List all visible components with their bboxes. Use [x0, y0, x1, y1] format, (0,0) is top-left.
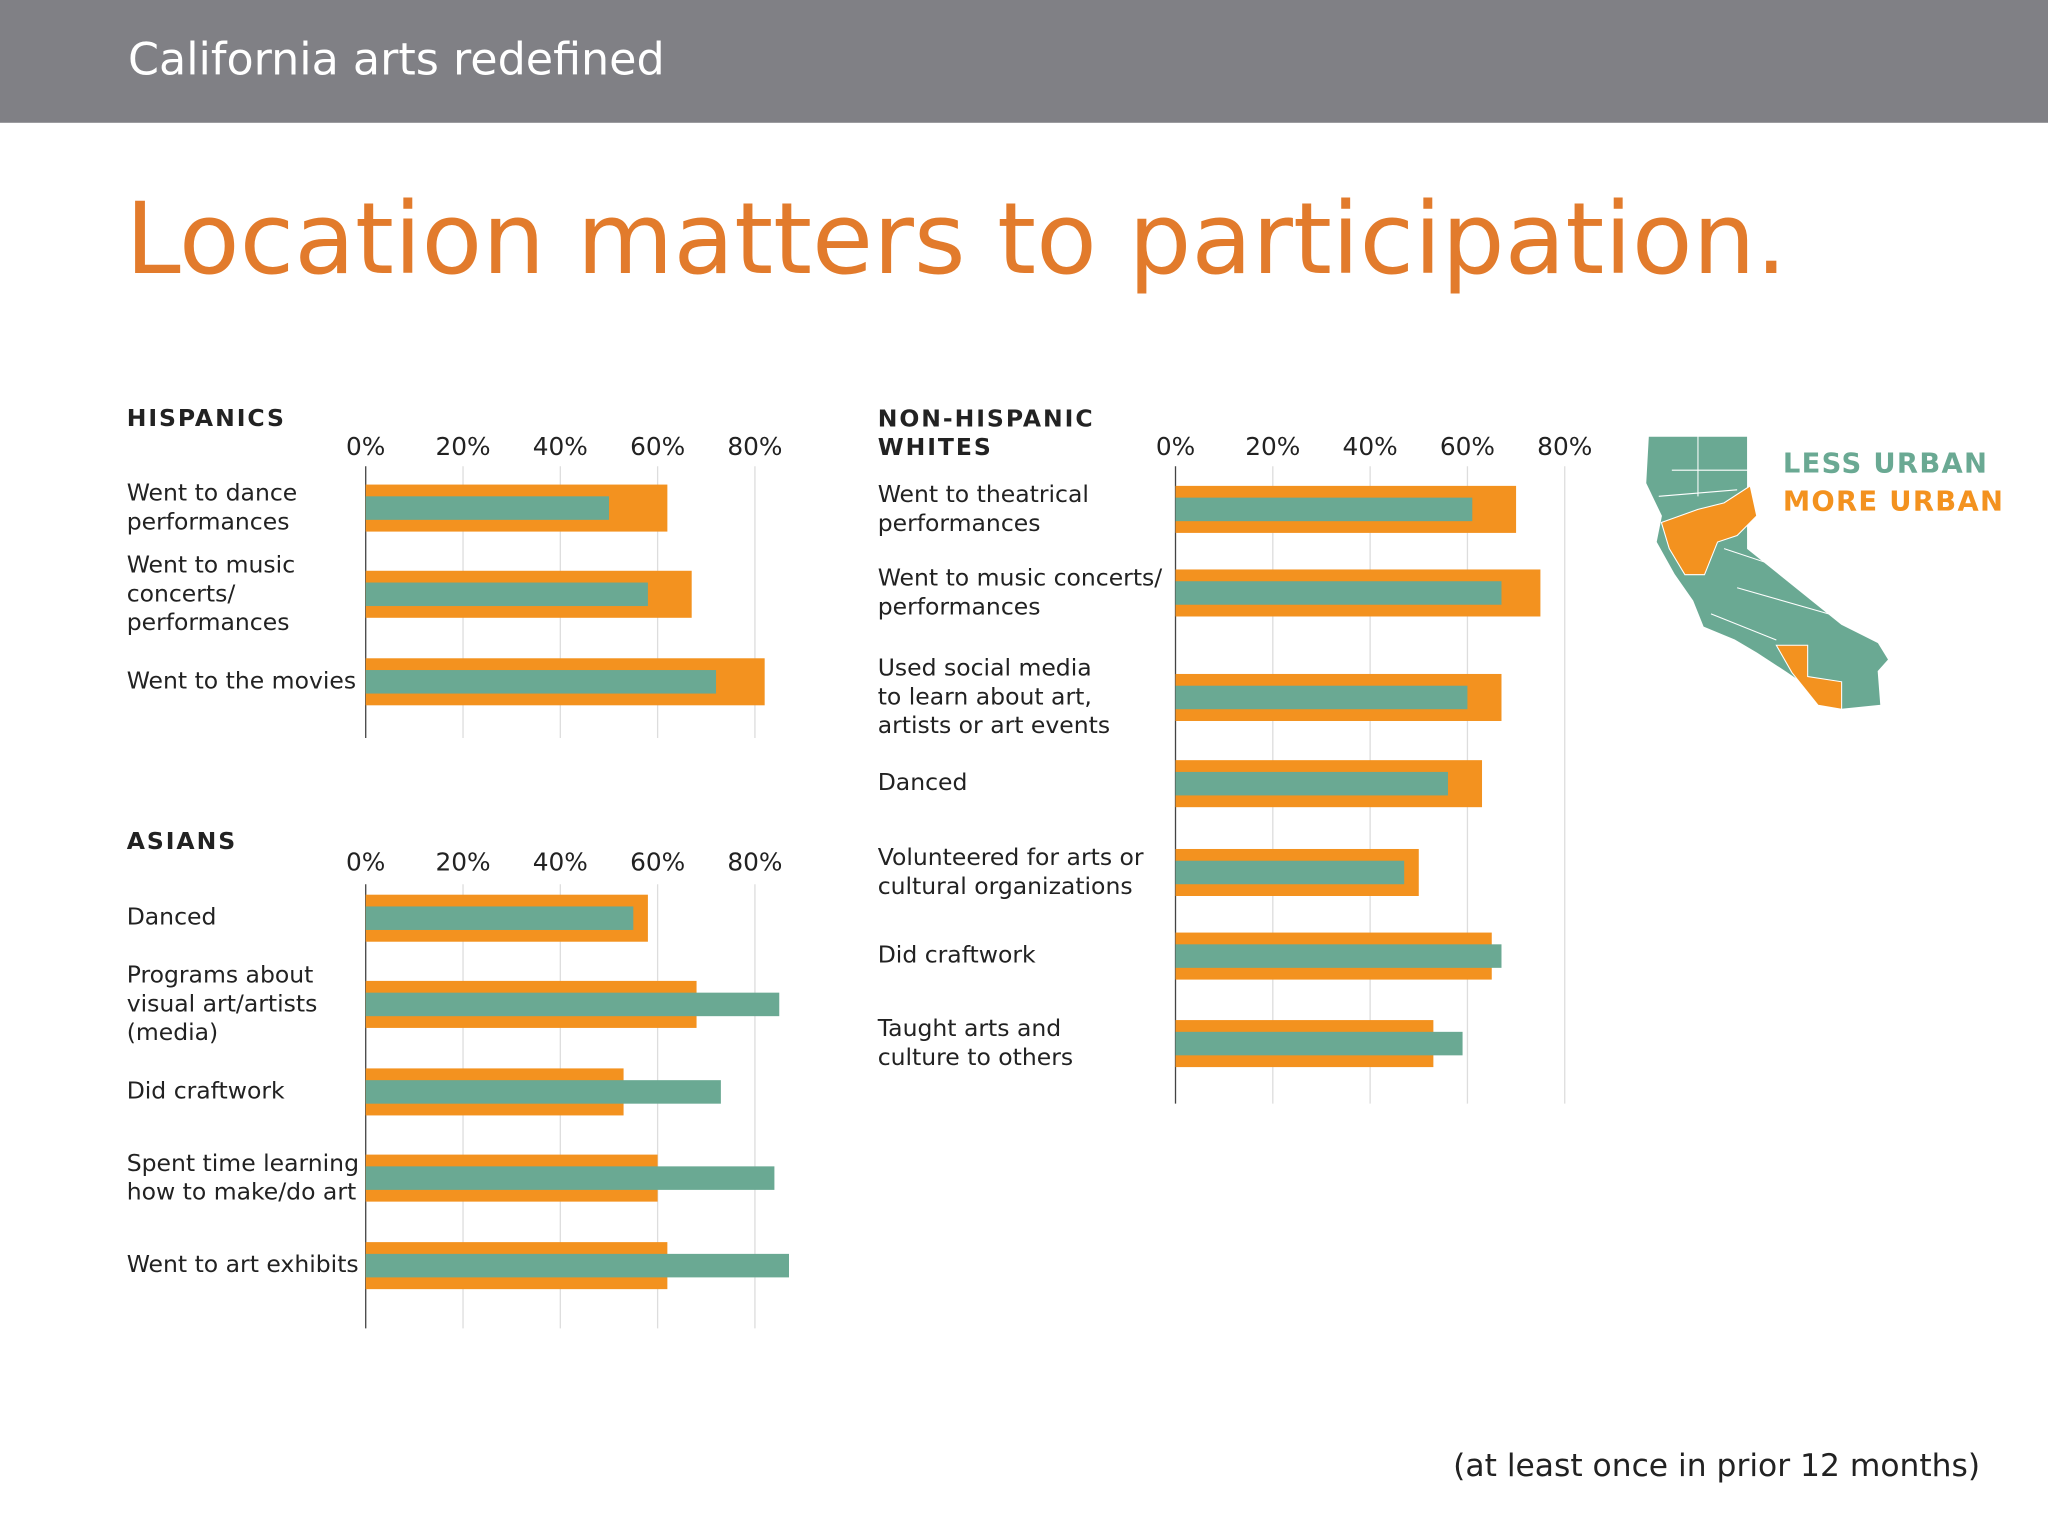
bar-less-urban: [365, 1166, 775, 1190]
chart-title: Location matters to participation.: [125, 182, 1787, 297]
category-label: Went to theatrical performances: [878, 480, 1089, 537]
category-label: Danced: [127, 903, 217, 931]
category-label: Did craftwork: [127, 1076, 285, 1104]
category-label: Went to music concerts/performances: [878, 563, 1163, 620]
panel-title: ASIANS: [127, 827, 237, 855]
category-label: Spent time learning how to make/do art: [127, 1148, 359, 1205]
category-label: Used social media to learn about art, arti…: [878, 653, 1110, 738]
x-tick-label: 0%: [1156, 432, 1195, 461]
x-tick-label: 60%: [630, 847, 685, 876]
bar-less-urban: [365, 906, 634, 930]
x-tick-label: 40%: [533, 847, 588, 876]
bar-less-urban: [1175, 771, 1448, 796]
legend-label: LESS URBAN: [1783, 448, 1988, 479]
bar-less-urban: [1175, 860, 1405, 885]
x-tick-label: 60%: [630, 432, 685, 461]
x-tick-label: 0%: [346, 432, 385, 461]
category-label: Danced: [878, 768, 968, 796]
category-label: Did craftwork: [878, 941, 1036, 969]
category-label: Went to music concerts/performances: [127, 550, 295, 635]
x-tick-label: 20%: [435, 847, 490, 876]
bar-less-urban: [365, 582, 648, 607]
bar-less-urban: [1175, 497, 1473, 522]
x-tick-label: 80%: [727, 432, 782, 461]
bar-less-urban: [1175, 581, 1502, 605]
category-label: Taught arts and culture to others: [877, 1014, 1073, 1071]
x-tick-label: 80%: [1537, 432, 1592, 461]
x-tick-label: 0%: [346, 847, 385, 876]
header-bar: [0, 0, 2048, 123]
legend-label: MORE URBAN: [1783, 486, 2004, 517]
x-tick-label: 40%: [533, 432, 588, 461]
category-label: Went to art exhibits: [127, 1250, 359, 1278]
bar-less-urban: [365, 496, 609, 520]
bar-less-urban: [1175, 1031, 1463, 1056]
note: (at least once in prior 12 months): [1453, 1448, 1980, 1484]
category-label: Volunteered for arts or cultural organiza…: [878, 843, 1144, 900]
x-tick-label: 80%: [727, 847, 782, 876]
category-label: Went to the movies: [127, 666, 356, 694]
bar-less-urban: [365, 670, 717, 694]
x-tick-label: 60%: [1440, 432, 1495, 461]
x-tick-label: 40%: [1343, 432, 1398, 461]
category-label: Programs about visual art/artists (media): [127, 960, 318, 1045]
x-tick-label: 20%: [1245, 432, 1300, 461]
x-tick-label: 20%: [435, 432, 490, 461]
bar-less-urban: [365, 1253, 789, 1278]
california-map: [1645, 435, 1890, 710]
panel-title: NON-HISPANIC WHITES: [878, 404, 1095, 461]
panel-title: HISPANICS: [127, 404, 286, 432]
bar-less-urban: [1175, 685, 1468, 710]
bar-less-urban: [365, 1080, 721, 1104]
bar-less-urban: [365, 992, 780, 1017]
bar-less-urban: [1175, 944, 1502, 968]
category-label: Went to dance performances: [127, 478, 298, 535]
header: California arts redefined: [128, 35, 665, 86]
